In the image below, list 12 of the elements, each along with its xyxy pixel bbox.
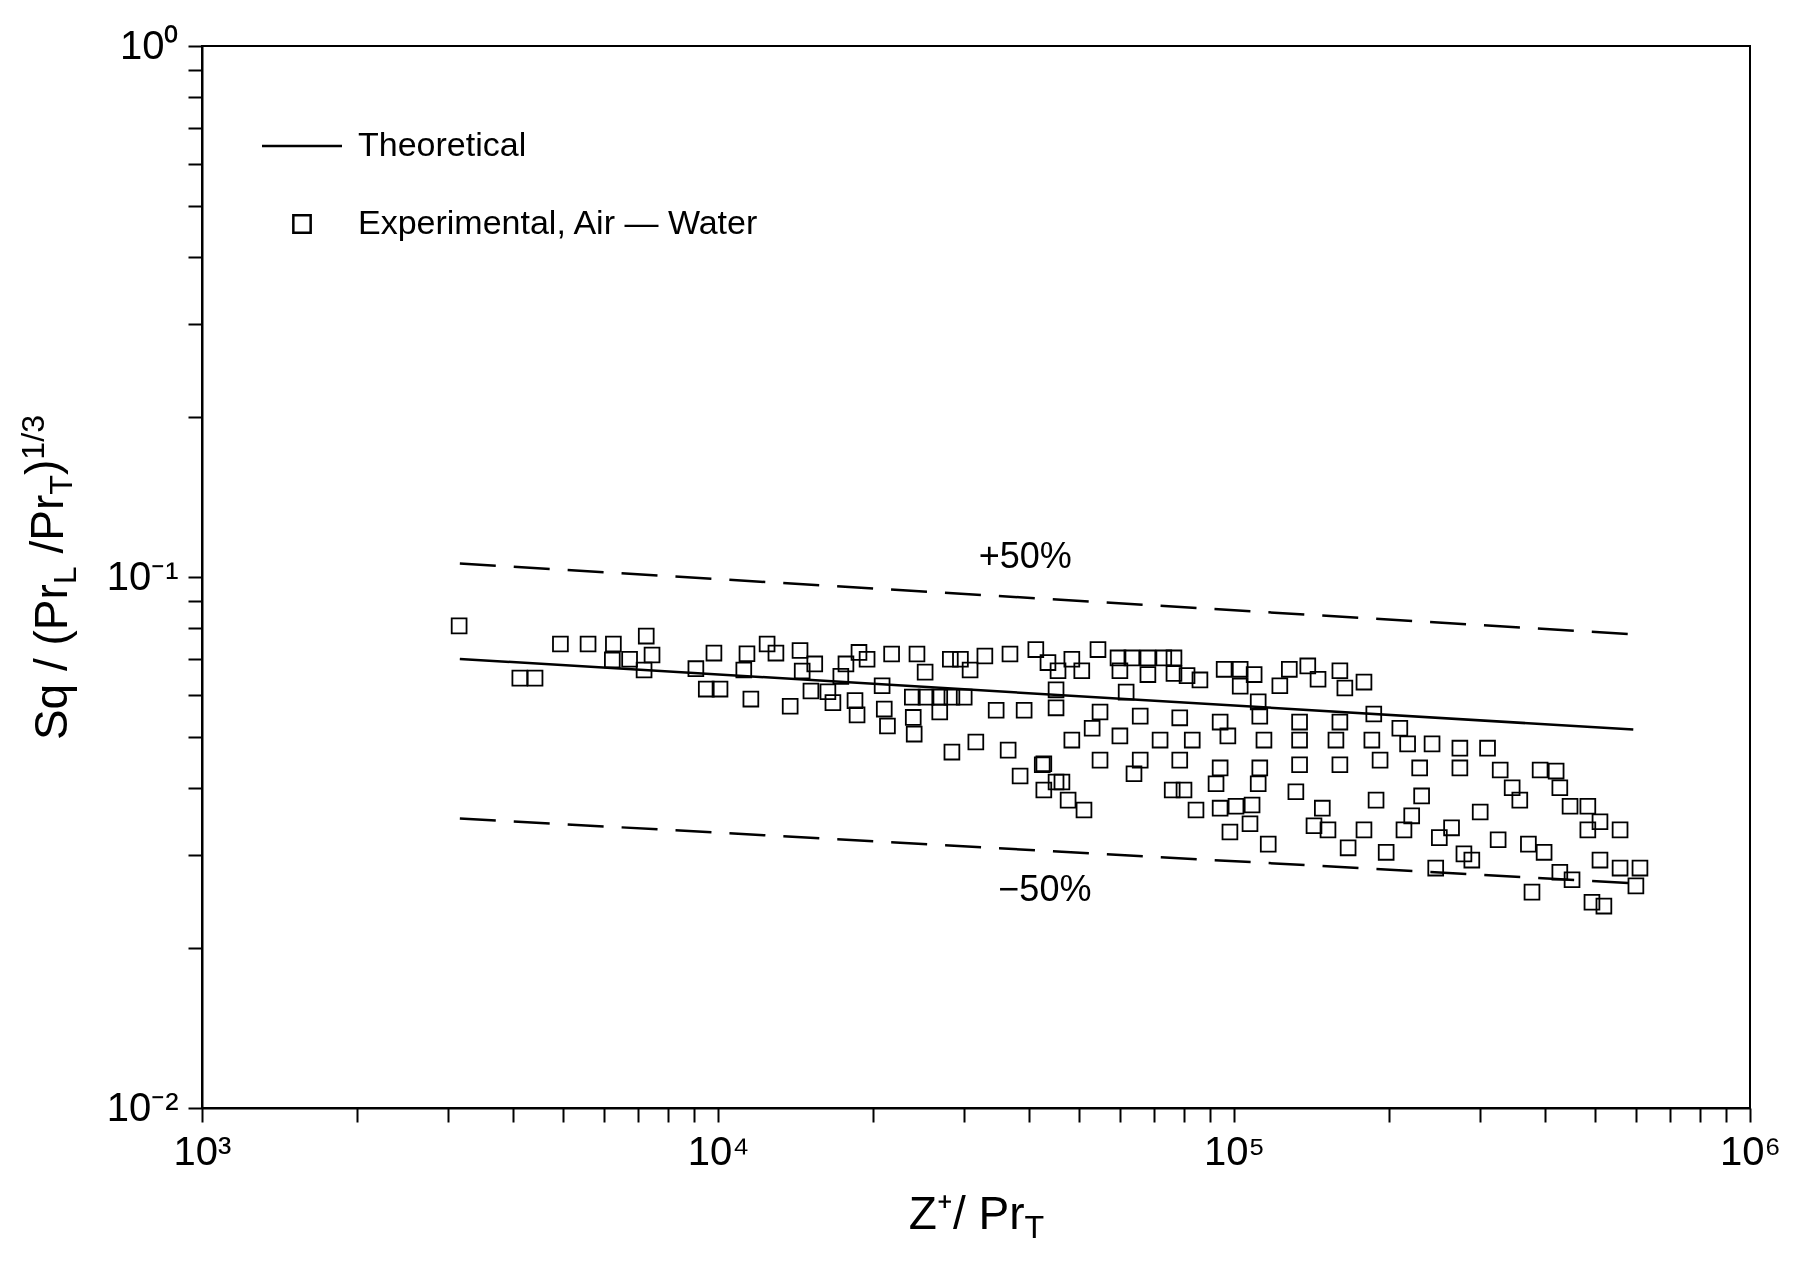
- x-tick-label: 10⁵: [1203, 1128, 1266, 1173]
- annotation: +50%: [978, 534, 1072, 576]
- x-tick-label: 10³: [173, 1128, 232, 1173]
- y-tick-label: 10⁻²: [106, 1084, 179, 1129]
- x-tick-label: 10⁶: [1720, 1128, 1781, 1173]
- x-axis-title: Z⁺/ Pr$_{T}$: [908, 1186, 1045, 1246]
- annotation: −50%: [998, 867, 1092, 909]
- y-tick-label: 10⁻¹: [106, 553, 179, 598]
- legend-label: Theoretical: [358, 125, 527, 163]
- y-tick-label: 10⁰: [120, 22, 179, 67]
- x-tick-label: 10⁴: [687, 1128, 750, 1173]
- legend-label: Experimental, Air — Water: [358, 203, 758, 241]
